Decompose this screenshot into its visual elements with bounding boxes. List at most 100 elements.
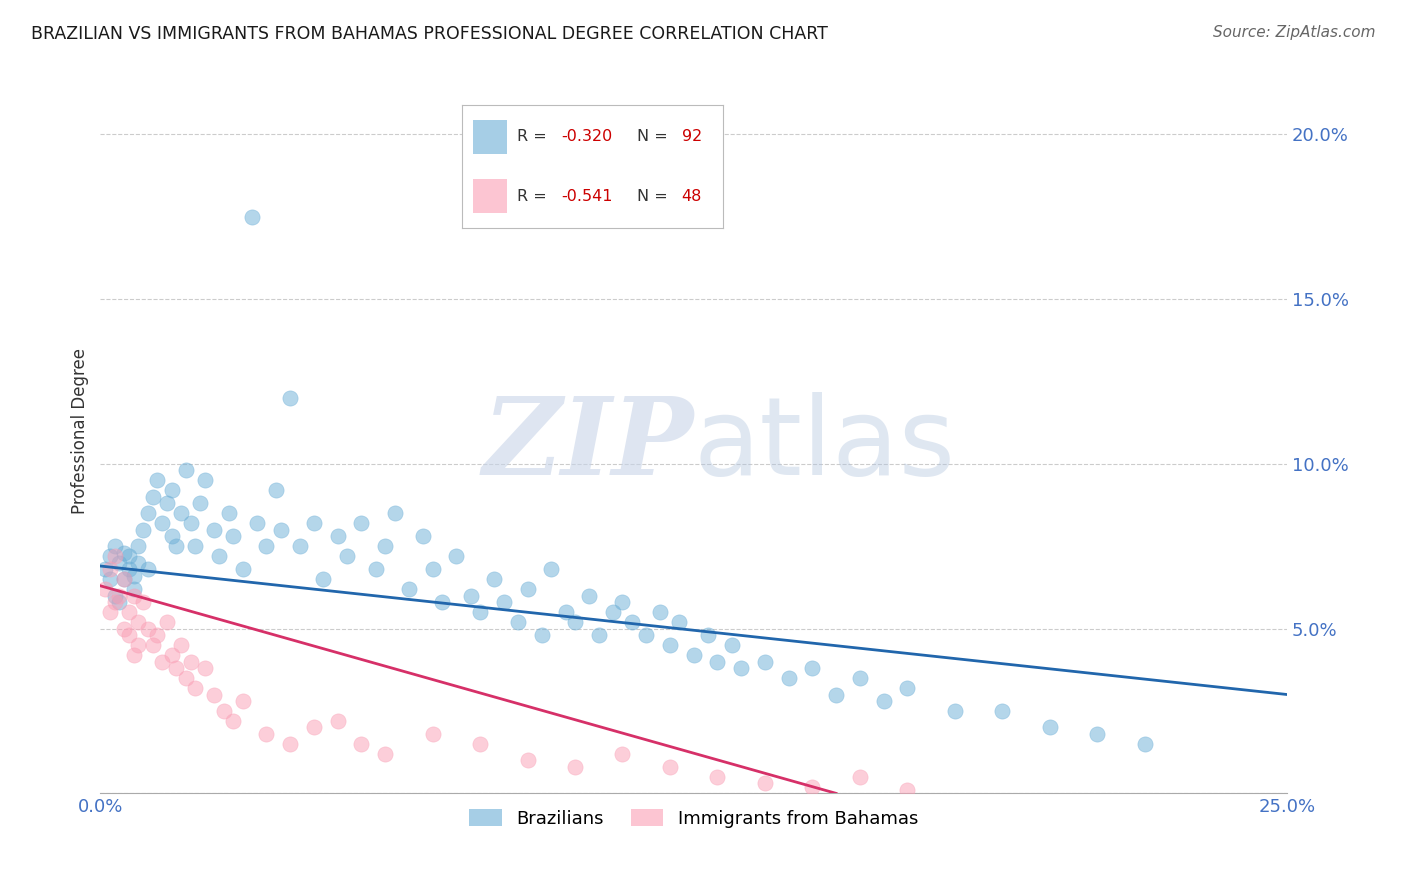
Point (658, 638, 681, 652)
Point (127, 556, 149, 570)
Point (118, 549, 141, 563)
Point (270, 523, 292, 537)
Point (278, 391, 301, 405)
Point (232, 694, 254, 708)
Point (801, 661, 824, 675)
Point (165, 539, 187, 553)
Point (588, 628, 610, 642)
Point (849, 770, 872, 784)
Point (208, 549, 231, 563)
Point (136, 506, 159, 520)
Text: Source: ZipAtlas.com: Source: ZipAtlas.com (1212, 25, 1375, 40)
Point (156, 496, 179, 510)
Point (430, 595, 453, 609)
Point (564, 760, 586, 774)
Point (801, 780, 824, 794)
Point (991, 704, 1014, 718)
Point (136, 622, 159, 636)
Point (104, 595, 127, 609)
Point (620, 615, 643, 629)
Point (825, 688, 848, 702)
Point (150, 516, 173, 531)
Point (118, 628, 141, 642)
Point (240, 210, 263, 224)
Point (412, 529, 434, 543)
Point (468, 737, 491, 751)
Point (142, 490, 165, 504)
Point (374, 747, 396, 761)
Point (872, 694, 894, 708)
Point (302, 721, 325, 735)
Point (150, 655, 173, 669)
Legend: Brazilians, Immigrants from Bahamas: Brazilians, Immigrants from Bahamas (463, 802, 925, 835)
Point (696, 628, 718, 642)
Point (302, 516, 325, 531)
Point (108, 589, 131, 603)
Point (730, 661, 752, 675)
Point (160, 483, 183, 498)
Point (122, 569, 145, 583)
Point (165, 661, 187, 675)
Point (720, 638, 742, 652)
Point (778, 671, 800, 685)
Point (194, 474, 217, 488)
Point (1039, 721, 1062, 735)
Point (160, 529, 183, 543)
Point (516, 753, 538, 767)
Point (218, 506, 240, 520)
Point (578, 589, 600, 603)
Point (706, 770, 728, 784)
Point (754, 655, 776, 669)
Point (136, 562, 159, 576)
Point (658, 760, 681, 774)
Point (202, 523, 225, 537)
Point (118, 605, 141, 619)
Point (98, 572, 121, 586)
Point (104, 539, 127, 553)
Point (170, 506, 193, 520)
Point (312, 572, 335, 586)
Point (422, 727, 444, 741)
Point (564, 615, 586, 629)
Point (384, 506, 406, 520)
Point (1085, 727, 1108, 741)
Point (350, 737, 373, 751)
Point (98, 562, 121, 576)
Point (246, 516, 269, 531)
Point (222, 529, 245, 543)
Point (132, 523, 155, 537)
Point (530, 628, 553, 642)
Point (492, 595, 515, 609)
Point (668, 615, 690, 629)
Point (118, 562, 141, 576)
Point (468, 605, 491, 619)
Point (849, 671, 872, 685)
Point (278, 737, 301, 751)
Point (146, 628, 169, 642)
Point (484, 572, 506, 586)
Point (98, 605, 121, 619)
Point (264, 483, 287, 498)
Point (754, 776, 776, 790)
Point (516, 582, 538, 596)
Point (896, 783, 918, 797)
Point (127, 539, 149, 553)
Point (612, 747, 634, 761)
Point (188, 496, 211, 510)
Point (180, 516, 202, 531)
Point (127, 638, 149, 652)
Point (256, 539, 278, 553)
Point (1133, 737, 1156, 751)
Text: BRAZILIAN VS IMMIGRANTS FROM BAHAMAS PROFESSIONAL DEGREE CORRELATION CHART: BRAZILIAN VS IMMIGRANTS FROM BAHAMAS PRO… (31, 25, 828, 43)
Point (374, 539, 396, 553)
Point (682, 648, 704, 662)
Point (98, 549, 121, 563)
Point (174, 463, 197, 477)
Point (636, 628, 658, 642)
Point (112, 546, 135, 560)
Point (398, 582, 420, 596)
Y-axis label: Professional Degree: Professional Degree (72, 348, 89, 514)
Point (112, 572, 135, 586)
Point (104, 549, 127, 563)
Point (336, 549, 359, 563)
